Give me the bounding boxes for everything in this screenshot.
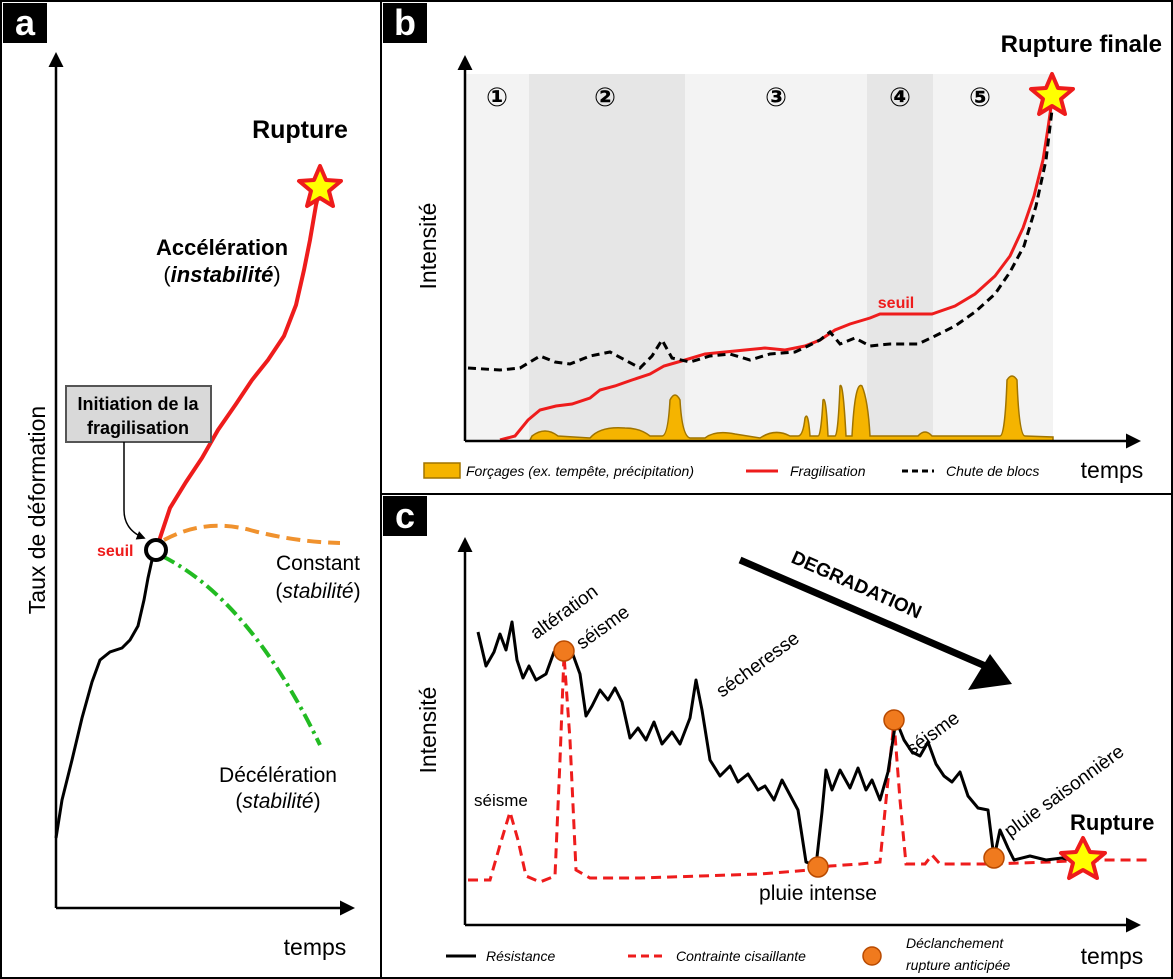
panel-b-rupture-star-icon: [1029, 72, 1075, 116]
panel-b: b Rupture finale ① ② ③ ④ ⑤ seuil Intensi…: [380, 0, 1173, 495]
panel-b-fragilisation-curve: [499, 99, 1054, 442]
legend-chute-label: Chute de blocs: [946, 463, 1039, 479]
phase-band-1: [465, 74, 529, 440]
panel-a-acceleration-curve: [156, 187, 322, 545]
panel-a-constant-label: Constant: [276, 552, 360, 575]
panel-c-border: [380, 493, 1173, 979]
panel-c-letter-box: [383, 496, 427, 536]
phase-label-5: ⑤: [969, 82, 991, 112]
legend-forcages-swatch: [423, 462, 461, 479]
panel-a-deceleration-sub: (stabilité): [235, 790, 320, 813]
panel-a-letter-box: [3, 3, 47, 43]
trigger-marker-2: [807, 856, 829, 878]
panel-a-letter: a: [15, 2, 36, 43]
panel-a: a Taux de déformation temps seuil Ruptur…: [0, 0, 382, 979]
panel-c-rupture-label: Rupture: [1070, 810, 1154, 835]
legend-resistance-label: Résistance: [486, 948, 555, 964]
degradation-arrowhead: [968, 654, 1012, 690]
panel-a-deceleration-curve: [161, 554, 322, 746]
panel-a-initiation-callout: [65, 385, 212, 443]
phase-band-5: [933, 74, 1053, 440]
panel-a-deceleration-label: Décélération: [219, 764, 337, 787]
panel-a-initiation-line2: fragilisation: [87, 418, 189, 438]
panel-b-chute-curve: [467, 109, 1054, 372]
legend-fragilisation-label: Fragilisation: [790, 463, 866, 479]
panel-b-letter: b: [394, 2, 416, 43]
panel-a-initiation-pointer: [123, 442, 146, 540]
phase-label-1: ①: [486, 82, 508, 112]
legend-declenchement-line1: Déclanchement: [906, 935, 1004, 951]
panel-b-forcing-area: [529, 375, 1054, 442]
trigger-marker-1: [553, 640, 575, 662]
phase-band-3: [685, 74, 867, 440]
panel-a-y-label: Taux de déformation: [24, 406, 50, 614]
panel-b-title: Rupture finale: [1001, 31, 1162, 58]
panel-a-acceleration-sub: (instabilité): [163, 262, 280, 287]
trigger-marker-4: [983, 847, 1005, 869]
phase-band-4: [867, 74, 933, 440]
panel-b-letter-box: [383, 3, 427, 43]
annotation-pluie-intense: pluie intense: [759, 882, 877, 905]
panel-a-constant-sub: (stabilité): [275, 580, 360, 603]
legend-declenchement-marker: [862, 946, 882, 966]
panel-c: c Intensité temps Rupture DEGRADATION al…: [380, 493, 1173, 979]
panel-a-seuil-marker: [144, 538, 168, 562]
trigger-marker-3: [883, 709, 905, 731]
panel-a-initial-curve: [54, 547, 157, 839]
panel-a-rupture-label: Rupture: [252, 116, 348, 144]
panel-c-x-label: temps: [1081, 943, 1144, 969]
panel-b-y-label: Intensité: [415, 203, 441, 290]
phase-label-3: ③: [765, 82, 787, 112]
annotation-seisme-3: séisme: [474, 791, 528, 810]
degradation-arrow: [738, 556, 992, 672]
panel-a-rupture-star-icon: [297, 164, 343, 208]
panel-a-x-label: temps: [284, 934, 347, 960]
legend-declenchement-line2: rupture anticipée: [906, 957, 1011, 973]
legend-contrainte-label: Contrainte cisaillante: [676, 948, 806, 964]
panel-a-acceleration-label: Accélération: [156, 235, 288, 260]
panel-a-initiation-line1: Initiation de la: [77, 394, 199, 414]
panel-a-constant-curve: [163, 523, 341, 545]
phase-label-2: ②: [594, 82, 616, 112]
panel-a-seuil-label: seuil: [97, 543, 133, 560]
panel-c-y-label: Intensité: [415, 687, 441, 774]
legend-forcages-label: Forçages (ex. tempête, précipitation): [466, 463, 694, 479]
phase-band-2: [529, 74, 685, 440]
panel-a-border: [0, 0, 382, 979]
panel-b-x-label: temps: [1081, 457, 1144, 483]
panel-b-seuil-label: seuil: [878, 295, 914, 312]
phase-label-4: ④: [889, 82, 911, 112]
panel-c-rupture-star-icon: [1059, 836, 1107, 880]
panel-c-letter: c: [395, 495, 415, 536]
